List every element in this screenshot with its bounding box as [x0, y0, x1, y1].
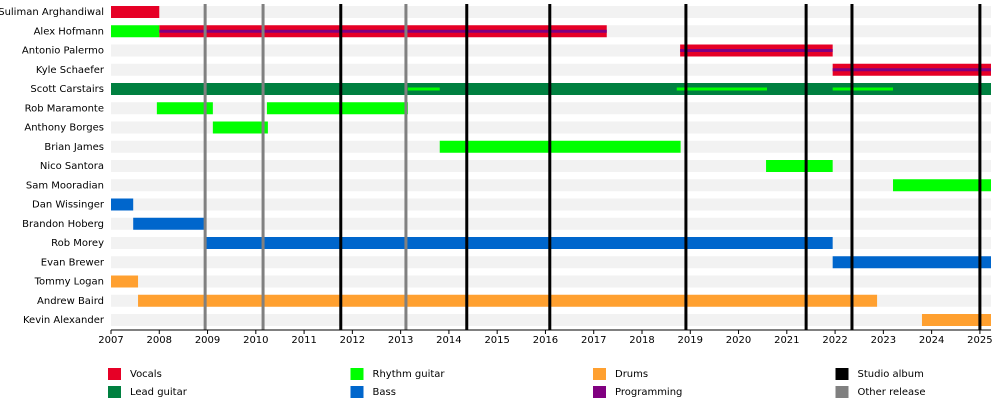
bar — [205, 237, 833, 249]
legend-label: Other release — [858, 387, 926, 398]
bar — [766, 160, 833, 172]
legend-swatch — [593, 386, 606, 398]
legend-swatch — [350, 368, 364, 380]
legend-swatch — [835, 368, 849, 380]
legend-swatch — [108, 368, 121, 380]
x-tick-label: 2009 — [195, 335, 220, 346]
y-tick-label: Rob Morey — [51, 238, 104, 249]
bar — [133, 217, 206, 230]
legend-label: Rhythm guitar — [373, 369, 446, 380]
bar — [832, 256, 991, 269]
y-tick-label: Alex Hofmann — [34, 26, 104, 37]
y-tick-label: Andrew Baird — [37, 296, 104, 307]
y-tick-label: Anthony Borges — [24, 123, 104, 134]
bar — [832, 87, 894, 91]
x-tick-label: 2018 — [629, 335, 654, 346]
x-tick-label: 2007 — [98, 335, 123, 346]
legend-label: Bass — [373, 387, 396, 398]
bar — [921, 314, 991, 326]
x-tick-label: 2017 — [581, 335, 606, 346]
bar — [212, 121, 268, 134]
y-tick-label: Tommy Logan — [34, 277, 104, 288]
legend-label: Drums — [615, 369, 648, 380]
y-tick-label: Nico Santora — [40, 161, 104, 172]
bar — [266, 102, 408, 115]
bar — [159, 29, 607, 33]
x-tick-label: 2024 — [919, 335, 944, 346]
legend-label: Studio album — [858, 369, 924, 380]
legend-label: Lead guitar — [130, 387, 188, 398]
y-tick-label: Kevin Alexander — [23, 315, 105, 326]
x-tick-label: 2016 — [533, 335, 558, 346]
x-tick-label: 2022 — [822, 335, 847, 346]
y-tick-label: Brandon Hoberg — [22, 219, 104, 230]
bar — [138, 294, 878, 307]
bar — [111, 275, 139, 288]
y-tick-label: Sam Mooradian — [26, 180, 104, 191]
x-tick-label: 2019 — [678, 335, 703, 346]
y-tick-label: Evan Brewer — [41, 257, 105, 268]
legend-swatch — [108, 386, 121, 398]
x-tick-label: 2013 — [388, 335, 413, 346]
y-tick-label: Rob Maramonte — [25, 103, 104, 114]
bar — [832, 68, 991, 72]
x-tick-label: 2012 — [340, 335, 365, 346]
bar — [111, 25, 160, 38]
x-tick-label: 2023 — [871, 335, 896, 346]
legend-swatch — [593, 368, 606, 380]
y-tick-label: Scott Carstairs — [30, 84, 104, 95]
x-tick-label: 2011 — [291, 335, 316, 346]
x-tick-label: 2015 — [484, 335, 509, 346]
legend-swatch — [350, 386, 364, 398]
bar — [111, 6, 160, 18]
legend-label: Vocals — [130, 369, 162, 380]
x-tick-label: 2020 — [726, 335, 751, 346]
legend-label: Programming — [615, 387, 682, 398]
x-tick-label: 2010 — [243, 335, 268, 346]
bar — [407, 87, 440, 91]
y-tick-label: Suliman Arghandiwal — [0, 7, 104, 18]
legend-swatch — [835, 386, 849, 398]
y-tick-label: Dan Wissinger — [32, 200, 105, 211]
x-tick-label: 2008 — [147, 335, 172, 346]
x-tick-label: 2021 — [774, 335, 799, 346]
y-tick-label: Kyle Schaefer — [36, 65, 105, 76]
bar — [680, 49, 833, 52]
bar — [111, 198, 134, 211]
x-tick-label: 2014 — [436, 335, 461, 346]
bar — [676, 87, 768, 91]
y-tick-label: Brian James — [44, 142, 104, 153]
bar — [156, 102, 213, 115]
x-tick-label: 2025 — [967, 335, 992, 346]
bar — [439, 140, 681, 153]
bar — [893, 179, 991, 192]
y-tick-label: Antonio Palermo — [22, 46, 104, 57]
